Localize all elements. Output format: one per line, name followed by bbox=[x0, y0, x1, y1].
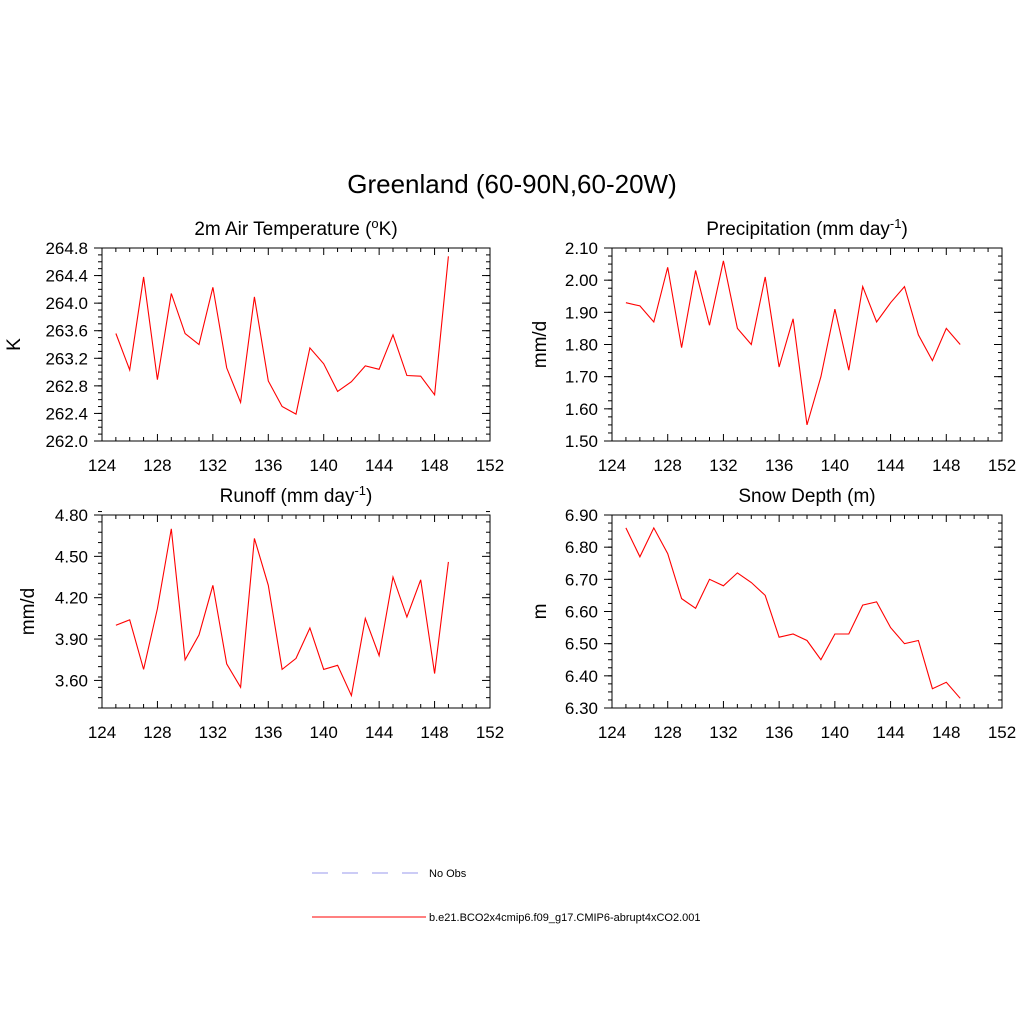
runoff-xtick-label: 124 bbox=[88, 723, 116, 742]
temperature-title: 2m Air Temperature (oK) bbox=[194, 216, 397, 240]
precipitation-ytick-label: 1.70 bbox=[565, 368, 598, 387]
temperature-ylabel: K bbox=[4, 338, 25, 351]
runoff-ytick-label: 4.80 bbox=[55, 506, 88, 525]
snow-depth-xtick-label: 124 bbox=[598, 723, 626, 742]
precipitation-series-line bbox=[625, 260, 961, 426]
temperature-xtick-label: 128 bbox=[143, 456, 171, 475]
runoff-ylabel: mm/d bbox=[18, 588, 39, 636]
runoff-xtick-label: 136 bbox=[254, 723, 282, 742]
precipitation-ylabel: mm/d bbox=[530, 321, 551, 369]
precipitation-xtick-label: 128 bbox=[654, 456, 682, 475]
legend: No Obs b.e21.BCO2x4cmip6.f09_g17.CMIP6-a… bbox=[312, 868, 701, 924]
snow-depth-series-line bbox=[625, 526, 961, 699]
precipitation-xtick-label: 152 bbox=[988, 456, 1016, 475]
runoff-xtick-label: 140 bbox=[310, 723, 338, 742]
precipitation-ytick-label: 2.00 bbox=[565, 271, 598, 290]
runoff-ytick-label: 3.90 bbox=[55, 630, 88, 649]
temperature-xtick-label: 152 bbox=[476, 456, 504, 475]
snow-depth-ytick-label: 6.70 bbox=[565, 570, 598, 589]
snow-depth-xtick-label: 136 bbox=[765, 723, 793, 742]
figure-title: Greenland (60-90N,60-20W) bbox=[347, 169, 677, 199]
runoff-xtick-label: 128 bbox=[143, 723, 171, 742]
runoff-ytick-label: 3.60 bbox=[55, 671, 88, 690]
precipitation-xtick-label: 144 bbox=[876, 456, 904, 475]
temperature-ytick-label: 263.6 bbox=[45, 322, 88, 341]
precipitation-xtick-label: 148 bbox=[932, 456, 960, 475]
legend-label-model: b.e21.BCO2x4cmip6.f09_g17.CMIP6-abrupt4x… bbox=[429, 912, 701, 924]
precipitation-ytick-label: 1.60 bbox=[565, 400, 598, 419]
precipitation-ytick-label: 2.10 bbox=[565, 239, 598, 258]
temperature-xtick-label: 136 bbox=[254, 456, 282, 475]
runoff-xtick-label: 132 bbox=[199, 723, 227, 742]
temperature-xtick-label: 148 bbox=[420, 456, 448, 475]
panel-precipitation: 124 128 132 136 140 144 148 152 1.50 1.60 1.70 1.80… bbox=[530, 216, 1016, 475]
panel-runoff: 124 128 132 136 140 144 148 152 3.60 3.90 4.20 4.50… bbox=[18, 483, 504, 742]
snow-depth-xtick-label: 132 bbox=[709, 723, 737, 742]
temperature-ytick-label: 262.4 bbox=[45, 404, 88, 423]
precipitation-ytick-label: 1.80 bbox=[565, 336, 598, 355]
snow-depth-ytick-label: 6.60 bbox=[565, 603, 598, 622]
precipitation-ytick-label: 1.50 bbox=[565, 432, 598, 451]
precipitation-xtick-label: 140 bbox=[821, 456, 849, 475]
snow-depth-ytick-label: 6.50 bbox=[565, 635, 598, 654]
runoff-series-line bbox=[115, 528, 449, 698]
precipitation-xtick-label: 124 bbox=[598, 456, 626, 475]
snow-depth-ylabel: m bbox=[530, 604, 551, 620]
snow-depth-xtick-label: 140 bbox=[821, 723, 849, 742]
temperature-ytick-label: 264.0 bbox=[45, 294, 88, 313]
temperature-xtick-label: 132 bbox=[199, 456, 227, 475]
runoff-ytick-label: 4.20 bbox=[55, 589, 88, 608]
legend-label-no-obs: No Obs bbox=[429, 868, 467, 880]
precipitation-xtick-label: 136 bbox=[765, 456, 793, 475]
snow-depth-xtick-label: 152 bbox=[988, 723, 1016, 742]
temperature-ytick-label: 262.8 bbox=[45, 377, 88, 396]
snow-depth-ytick-label: 6.90 bbox=[565, 506, 598, 525]
temperature-xtick-label: 140 bbox=[310, 456, 338, 475]
temperature-xtick-label: 144 bbox=[365, 456, 393, 475]
temperature-ytick-label: 263.2 bbox=[45, 349, 88, 368]
runoff-xtick-label: 144 bbox=[365, 723, 393, 742]
snow-depth-xtick-label: 144 bbox=[876, 723, 904, 742]
temperature-ytick-label: 264.8 bbox=[45, 239, 88, 258]
runoff-title: Runoff (mm day-1) bbox=[220, 483, 373, 507]
snow-depth-xtick-label: 128 bbox=[654, 723, 682, 742]
panels: 124 128 132 136 140 144 148 152 262.0 262.4 262.8 2… bbox=[4, 216, 1016, 742]
precipitation-ytick-label: 1.90 bbox=[565, 303, 598, 322]
runoff-ytick-label: 4.50 bbox=[55, 547, 88, 566]
precipitation-xtick-label: 132 bbox=[709, 456, 737, 475]
temperature-ytick-label: 262.0 bbox=[45, 432, 88, 451]
panel-temperature: 124 128 132 136 140 144 148 152 262.0 262.4 262.8 2… bbox=[4, 216, 504, 475]
temperature-ytick-label: 264.4 bbox=[45, 267, 88, 286]
snow-depth-ytick-label: 6.80 bbox=[565, 538, 598, 557]
temperature-xtick-label: 124 bbox=[88, 456, 116, 475]
panel-snow-depth: 124 128 132 136 140 144 148 152 6.30 6.40 6.50 6.60… bbox=[530, 486, 1016, 742]
runoff-plot-frame bbox=[101, 514, 491, 709]
snow-depth-ytick-label: 6.30 bbox=[565, 699, 598, 718]
temperature-series-line bbox=[115, 256, 449, 415]
snow-depth-ytick-label: 6.40 bbox=[565, 667, 598, 686]
snow-depth-plot-frame bbox=[611, 514, 1003, 709]
snow-depth-title: Snow Depth (m) bbox=[738, 486, 875, 507]
runoff-xtick-label: 152 bbox=[476, 723, 504, 742]
snow-depth-xtick-label: 148 bbox=[932, 723, 960, 742]
precipitation-title: Precipitation (mm day-1) bbox=[706, 216, 908, 240]
precipitation-plot-frame bbox=[611, 247, 1003, 442]
runoff-xtick-label: 148 bbox=[420, 723, 448, 742]
